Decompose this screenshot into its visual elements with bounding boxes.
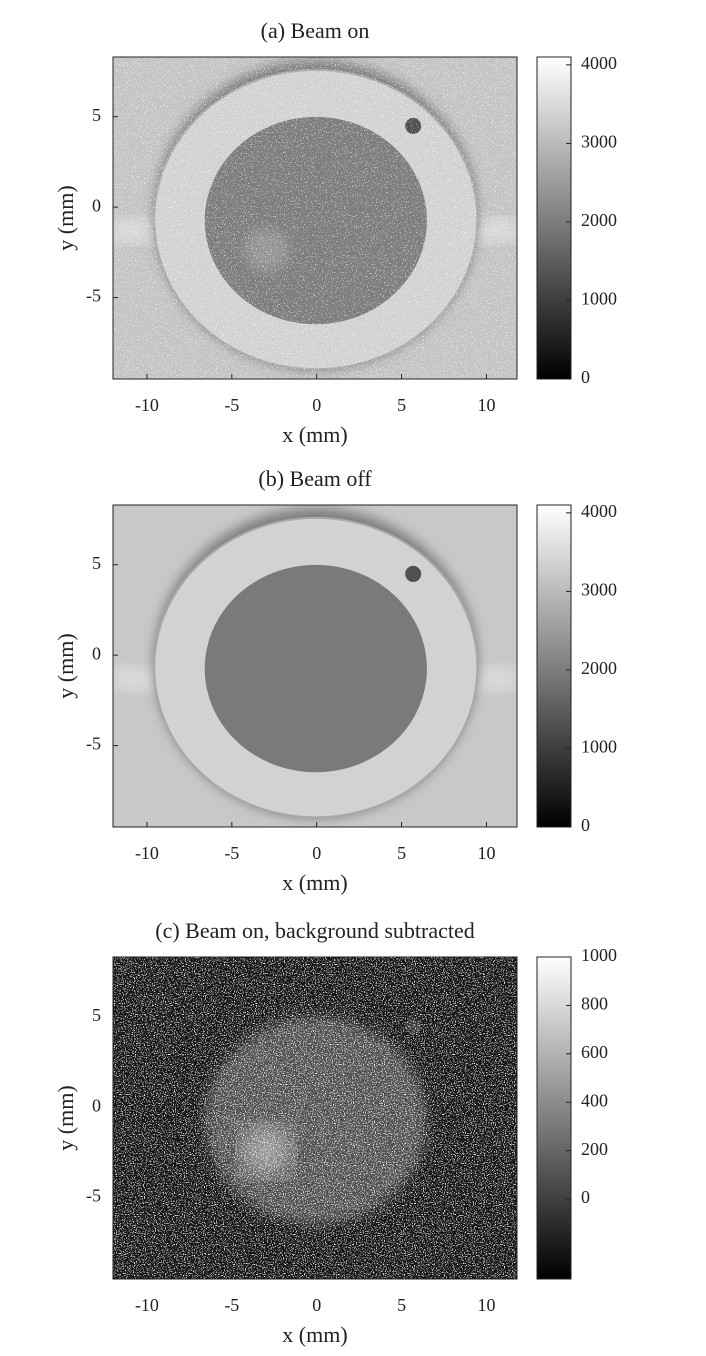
colorbar-tick-label: 0 [581, 1187, 590, 1207]
colorbar-tick-label: 1000 [581, 945, 617, 965]
colorbar [536, 504, 572, 828]
x-tick-label: 0 [312, 843, 321, 863]
y-axis-label: y (mm) [53, 185, 78, 250]
x-tick-label: 5 [397, 395, 406, 415]
y-tick-label: 5 [92, 553, 101, 573]
colorbar [536, 56, 572, 380]
x-tick-label: -10 [135, 1295, 159, 1315]
colorbar-tick-label: 3000 [581, 580, 617, 600]
colorbar-tick-label: 800 [581, 994, 608, 1014]
x-tick-label: -10 [135, 843, 159, 863]
noise [113, 957, 517, 1279]
colorbar-tick-label: 4000 [581, 53, 617, 73]
x-axis-label: x (mm) [282, 422, 347, 447]
y-tick-label: -5 [86, 734, 101, 754]
y-axis-label: y (mm) [53, 1085, 78, 1150]
panel-title: (c) Beam on, background subtracted [155, 918, 475, 943]
y-tick-label: 0 [92, 1095, 101, 1115]
x-tick-label: 10 [477, 843, 495, 863]
x-tick-label: -5 [224, 1295, 239, 1315]
colorbar-tick-label: 1000 [581, 737, 617, 757]
colorbar-tick-label: 0 [581, 367, 590, 387]
y-tick-label: 5 [92, 1005, 101, 1025]
colorbar-tick-label: 3000 [581, 132, 617, 152]
x-tick-label: 0 [312, 395, 321, 415]
colorbar-tick-label: 2000 [581, 658, 617, 678]
image [113, 957, 517, 1279]
dot [405, 565, 422, 582]
colorbar-tick-label: 400 [581, 1090, 608, 1110]
x-tick-label: 5 [397, 1295, 406, 1315]
x-tick-label: -10 [135, 395, 159, 415]
colorbar-tick-label: 0 [581, 815, 590, 835]
colorbar-tick-label: 200 [581, 1139, 608, 1159]
colorbar-tick-label: 2000 [581, 210, 617, 230]
axes-frame [112, 504, 518, 828]
axes-frame [112, 956, 518, 1280]
colorbar [536, 956, 572, 1280]
x-tick-label: -5 [224, 843, 239, 863]
panel-title: (b) Beam off [258, 466, 372, 491]
colorbar-tick-label: 1000 [581, 289, 617, 309]
panel-title: (a) Beam on [261, 18, 370, 43]
inner [204, 564, 427, 773]
y-tick-label: -5 [86, 286, 101, 306]
x-tick-label: 5 [397, 843, 406, 863]
x-tick-label: 0 [312, 1295, 321, 1315]
colorbar-tick-label: 4000 [581, 501, 617, 521]
y-tick-label: 0 [92, 195, 101, 215]
image [113, 505, 517, 827]
axes-frame [112, 56, 518, 380]
x-tick-label: 10 [477, 395, 495, 415]
noise [113, 57, 517, 379]
y-axis-label: y (mm) [53, 633, 78, 698]
x-axis-label: x (mm) [282, 1322, 347, 1347]
y-tick-label: 5 [92, 105, 101, 125]
image [113, 57, 517, 379]
x-tick-label: 10 [477, 1295, 495, 1315]
colorbar-tick-label: 600 [581, 1042, 608, 1062]
y-tick-label: -5 [86, 1186, 101, 1206]
y-tick-label: 0 [92, 643, 101, 663]
x-axis-label: x (mm) [282, 870, 347, 895]
x-tick-label: -5 [224, 395, 239, 415]
